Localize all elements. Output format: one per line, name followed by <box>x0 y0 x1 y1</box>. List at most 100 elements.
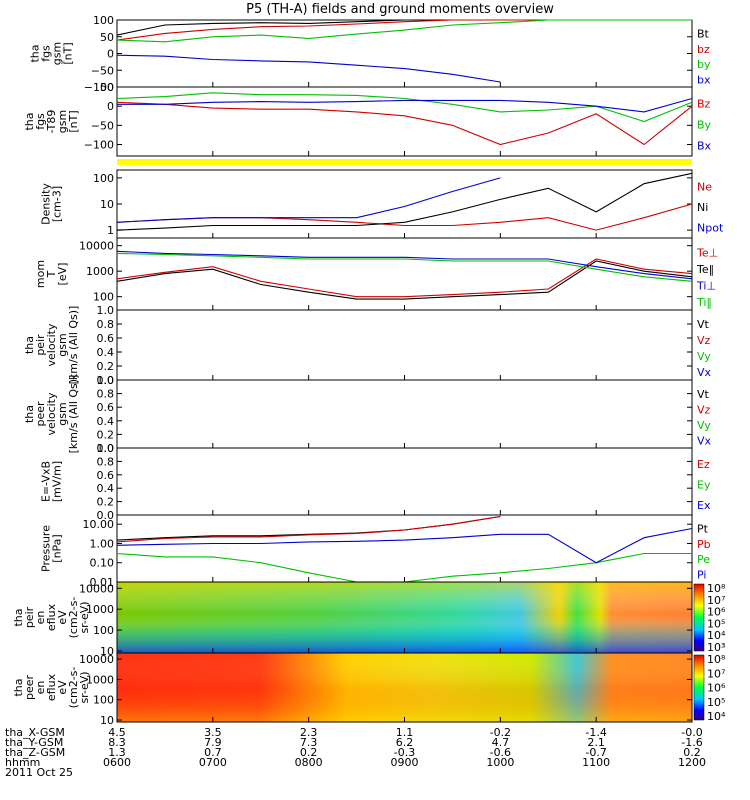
series-line-te⊥ <box>116 258 693 298</box>
legend-entry: Vx <box>697 434 712 447</box>
colorbar-tick: 10⁵ <box>707 617 725 630</box>
y-tick-label: 100 <box>93 624 114 637</box>
y-tick-label: 1.0 <box>97 304 115 317</box>
y-axis-label: Density[cm-3] <box>40 183 64 225</box>
y-tick-label: 0.4 <box>97 482 115 495</box>
y-axis-label-line: velocity <box>45 323 58 366</box>
legend-entry: Ne <box>697 180 712 193</box>
footer-value: 6.2 <box>396 736 414 749</box>
legend-entry: Pi <box>697 568 706 581</box>
y-tick-label: 50 <box>100 31 114 44</box>
y-axis-label-line: tha <box>23 405 36 423</box>
y-axis-label-line: sr-eV) <box>78 671 91 703</box>
y-tick-label: 0.8 <box>97 455 115 468</box>
y-axis-label-line: gsm <box>51 42 64 65</box>
legend-entry: Te⊥ <box>696 246 718 259</box>
y-tick-label: 1.0 <box>97 374 115 387</box>
y-axis-label-line: (cm2-s- <box>67 597 80 639</box>
y-axis-label-line: tha <box>23 112 36 130</box>
y-axis-label-line: gsm <box>56 333 69 356</box>
heatmap-overlay <box>117 582 692 653</box>
colorbar-tick: 10³ <box>707 641 725 654</box>
heatmap-overlay <box>117 653 692 722</box>
y-tick-label: −100 <box>84 139 114 152</box>
y-tick-label: 0.2 <box>97 428 115 441</box>
y-tick-label: 10 <box>100 645 114 658</box>
y-tick-label: 1000 <box>86 673 114 686</box>
footer-value: 7.3 <box>300 736 318 749</box>
y-tick-label: 0.0 <box>97 509 115 522</box>
y-tick-label: 1.00 <box>90 537 115 550</box>
footer-value: 1000 <box>486 756 514 769</box>
footer-value: 1.1 <box>396 726 414 739</box>
panel-fgs: 100 50 0 −50 −100 thafgsgsm[nT] Bt bz by bx <box>29 14 711 94</box>
series-line-by <box>116 19 692 43</box>
y-tick-label: 0 <box>107 48 114 61</box>
legend-entry: Vt <box>697 388 710 401</box>
footer-value: -1.4 <box>585 726 606 739</box>
separator-bar <box>117 159 692 165</box>
legend-entry: Vz <box>697 403 711 416</box>
footer-value: -1.6 <box>681 736 702 749</box>
y-axis-label: Pressure[nPa] <box>40 525 64 572</box>
y-axis-label-line: fgs <box>34 113 47 130</box>
legend-entry: Bz <box>697 98 711 111</box>
y-tick-label: 100 <box>93 694 114 707</box>
legend-entry: By <box>697 119 712 132</box>
y-tick-label: 100 <box>93 291 114 304</box>
y-tick-label: 0.6 <box>97 469 115 482</box>
figure-title: P5 (TH-A) fields and ground moments over… <box>246 2 554 17</box>
y-tick-label: 0.2 <box>97 496 115 509</box>
y-axis-label-line: tha <box>12 608 25 626</box>
legend-entry: Vt <box>697 318 710 331</box>
colorbar-tick: 10⁸ <box>707 582 726 595</box>
y-tick-label: 10.00 <box>83 518 115 531</box>
legend-entry: by <box>697 58 711 71</box>
y-tick-label: 0.0 <box>97 442 115 455</box>
legend-entry: bx <box>697 73 711 86</box>
footer-value: -0.6 <box>490 746 511 759</box>
y-tick-label: −50 <box>91 64 114 77</box>
footer-row-label: hhmm <box>5 756 40 769</box>
y-axis-label: thapeerenefluxeV(cm2-s-sr-eV) <box>12 667 91 709</box>
y-axis-label-line: peer <box>23 675 36 701</box>
y-tick-label: 10 <box>100 198 114 211</box>
series-line-npot <box>116 177 501 223</box>
y-tick-label: 10000 <box>79 240 114 253</box>
y-axis-label-line: velocity <box>45 392 58 435</box>
y-axis-label: momT[eV] <box>34 260 69 288</box>
panel-pressure: 10.00 1.00 0.10 0.01 Pressure[nPa] Pt Pb Pe Pi <box>40 514 711 589</box>
y-tick-label: 10 <box>100 714 114 727</box>
y-axis-label-line: en <box>34 681 47 695</box>
footer-value: 2.1 <box>587 736 605 749</box>
y-axis-label-line: Density <box>40 183 53 225</box>
y-tick-label: 0.01 <box>90 576 115 589</box>
y-tick-label: 0.4 <box>97 415 115 428</box>
legend-entry: Ex <box>697 499 711 512</box>
series-line-te‖ <box>116 260 693 300</box>
colorbar-tick: 10⁶ <box>707 682 726 695</box>
y-axis-label: thafgsgsm[nT] <box>29 42 75 65</box>
y-tick-label: 1000 <box>86 603 114 616</box>
y-axis-label-line: [cm-3] <box>51 186 64 222</box>
y-axis-label-line: eflux <box>45 673 58 701</box>
series-line-pt <box>116 515 501 541</box>
legend-entry: Ti‖ <box>696 296 712 309</box>
y-axis-label-line: tha <box>12 678 25 696</box>
series-line-ni <box>116 172 693 231</box>
y-axis-label-line: E=-VxB <box>40 461 53 502</box>
y-tick-label: 10000 <box>79 653 114 666</box>
y-tick-label: 1000 <box>86 265 114 278</box>
footer-value: -0.7 <box>585 746 606 759</box>
y-axis-label-line: tha <box>23 336 36 354</box>
y-tick-label: 50 <box>100 81 114 94</box>
legend-entry: Pe <box>697 553 710 566</box>
footer-value: 7.9 <box>204 736 222 749</box>
footer-value: 3.5 <box>204 726 222 739</box>
colorbar-tick: 10⁴ <box>707 710 726 723</box>
y-axis-label-line: sr-eV) <box>78 601 91 633</box>
y-axis-label-line: eV <box>56 610 69 625</box>
y-axis-label-line: [km/s (All Qs)] <box>67 306 80 385</box>
